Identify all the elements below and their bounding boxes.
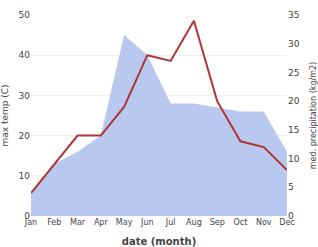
svg-text:20: 20 <box>288 96 300 106</box>
svg-text:Jan: Jan <box>24 218 37 227</box>
svg-text:Dec: Dec <box>279 218 294 227</box>
svg-text:Feb: Feb <box>47 218 61 227</box>
svg-text:50: 50 <box>19 10 31 20</box>
svg-text:35: 35 <box>288 10 299 20</box>
svg-text:10: 10 <box>19 171 31 181</box>
svg-text:0: 0 <box>24 211 30 221</box>
svg-text:Jun: Jun <box>140 218 154 227</box>
svg-text:date (month): date (month) <box>122 236 196 247</box>
svg-text:med. precipitation (kg/m2): med. precipitation (kg/m2) <box>309 62 318 169</box>
svg-text:15: 15 <box>288 125 299 135</box>
svg-text:Apr: Apr <box>94 218 109 227</box>
svg-text:30: 30 <box>288 39 300 49</box>
svg-text:May: May <box>116 218 133 227</box>
svg-text:Nov: Nov <box>256 218 272 227</box>
svg-text:0: 0 <box>288 211 294 221</box>
svg-text:max temp (C): max temp (C) <box>0 84 10 146</box>
svg-text:Jul: Jul <box>165 218 176 227</box>
svg-text:Oct: Oct <box>234 218 248 227</box>
svg-text:Mar: Mar <box>70 218 86 227</box>
svg-text:Sep: Sep <box>210 218 225 227</box>
svg-text:40: 40 <box>19 50 31 60</box>
svg-text:10: 10 <box>288 154 300 164</box>
svg-text:30: 30 <box>19 91 31 101</box>
svg-text:20: 20 <box>19 131 31 141</box>
svg-text:25: 25 <box>288 68 299 78</box>
svg-text:Aug: Aug <box>186 218 202 227</box>
svg-text:5: 5 <box>288 182 294 192</box>
